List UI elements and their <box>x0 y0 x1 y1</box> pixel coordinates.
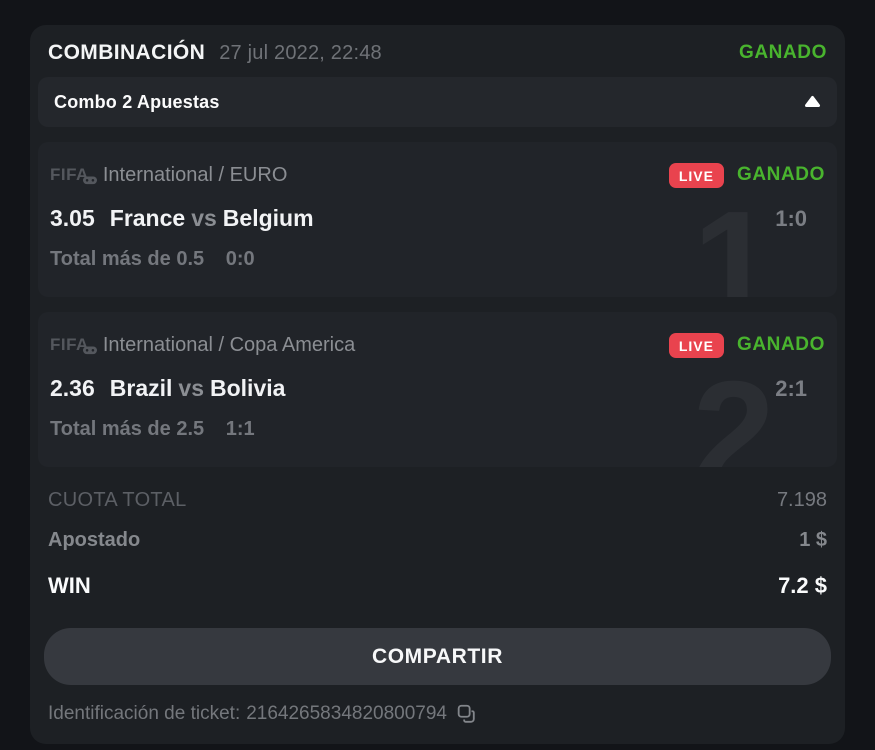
ticket-id-label: Identificación de ticket: <box>48 703 241 724</box>
bet-2-league: International / Copa America <box>102 333 356 356</box>
stake-label: Apostado <box>48 529 141 551</box>
ticket-type-title: COMBINACIÓN <box>48 41 206 64</box>
bet-1-odds: 3.05 <box>50 205 95 231</box>
bet-1-market: Total más de 0.5 <box>50 248 205 270</box>
fifa-logo-icon: FIFA <box>50 160 97 190</box>
bet-2-score: 2:1 <box>775 375 807 401</box>
fifa-logo-text: FIFA <box>50 335 89 354</box>
collapse-triangle-icon[interactable] <box>804 95 821 109</box>
bet-1-market-row: Total más de 0.5 0:0 <box>50 248 825 271</box>
bet-2-home-team: Brazil <box>109 375 173 401</box>
ticket-date: 27 jul 2022, 22:48 <box>219 41 382 64</box>
bet-1-away-team: Belgium <box>222 205 314 231</box>
total-odds-value: 7.198 <box>776 489 827 511</box>
stake-value: 1 $ <box>799 529 827 551</box>
live-badge: LIVE <box>668 332 724 358</box>
bet-number-watermark: 1 <box>692 181 775 297</box>
live-badge: LIVE <box>668 162 724 188</box>
bet-2-odds: 2.36 <box>50 375 95 401</box>
copy-icon[interactable] <box>455 703 477 725</box>
win-value: 7.2 $ <box>778 573 827 598</box>
bet-1-teams: France vs Belgium <box>110 205 314 232</box>
ticket-status-badge: GANADO <box>738 42 827 63</box>
bet-1-score: 1:0 <box>775 205 807 231</box>
ticket-header: COMBINACIÓN 27 jul 2022, 22:48 GANADO <box>38 25 837 77</box>
bet-card-2: 2 FIFA International / Copa America LIVE… <box>38 312 837 467</box>
ticket-id-value: 2164265834820800794 <box>246 703 447 724</box>
fifa-logo-text: FIFA <box>50 165 89 184</box>
bet-1-home-team: France <box>109 205 186 231</box>
fifa-logo-icon: FIFA <box>50 330 97 360</box>
win-label: WIN <box>48 573 91 598</box>
vs-label: vs <box>191 205 217 231</box>
bet-1-market-score: 0:0 <box>225 248 255 270</box>
bet-2-away-team: Bolivia <box>210 375 286 401</box>
bet-ticket-card: COMBINACIÓN 27 jul 2022, 22:48 GANADO Co… <box>30 25 845 744</box>
combo-toggle-bar[interactable]: Combo 2 Apuestas <box>38 77 837 127</box>
bet-2-market-score: 1:1 <box>225 418 255 440</box>
ticket-id-row: Identificación de ticket: 21642658348208… <box>38 703 837 725</box>
gamepad-icon <box>82 340 97 360</box>
bet-number-watermark: 2 <box>692 351 775 467</box>
win-row: WIN 7.2 $ <box>48 573 827 599</box>
total-odds-row: CUOTA TOTAL 7.198 <box>48 489 827 512</box>
bet-2-top-row: FIFA International / Copa America LIVE G… <box>50 330 825 360</box>
stake-row: Apostado 1 $ <box>48 529 827 552</box>
combo-label: Combo 2 Apuestas <box>54 91 220 112</box>
ticket-summary: CUOTA TOTAL 7.198 Apostado 1 $ WIN 7.2 $ <box>38 489 837 599</box>
bet-2-teams: Brazil vs Bolivia <box>110 375 286 402</box>
bet-1-top-row: FIFA International / EURO LIVE GANADO <box>50 160 825 190</box>
bet-2-match-row: 2.36 Brazil vs Bolivia 2:1 <box>50 375 825 402</box>
vs-label: vs <box>178 375 204 401</box>
bet-2-market-row: Total más de 2.5 1:1 <box>50 418 825 441</box>
bet-card-1: 1 FIFA International / EURO LIVE GANADO … <box>38 142 837 297</box>
share-button[interactable]: COMPARTIR <box>44 628 831 685</box>
bet-1-league: International / EURO <box>102 163 288 186</box>
bet-1-match-row: 3.05 France vs Belgium 1:0 <box>50 205 825 232</box>
total-odds-label: CUOTA TOTAL <box>48 489 187 511</box>
bet-2-status: GANADO <box>736 334 825 355</box>
bet-2-market: Total más de 2.5 <box>50 418 205 440</box>
gamepad-icon <box>82 170 97 190</box>
bet-1-status: GANADO <box>736 164 825 185</box>
